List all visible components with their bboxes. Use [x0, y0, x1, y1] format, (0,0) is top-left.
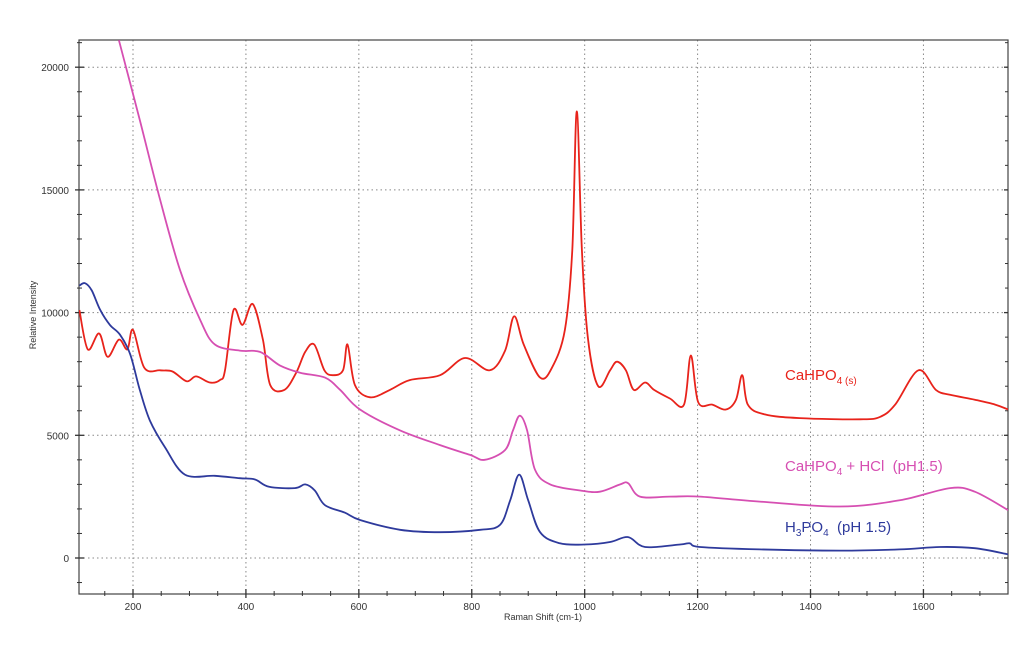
series-line	[79, 110, 1008, 421]
axes: 200 400 600 800 1000 1200 1400 1600 0 5000 10000 15…	[41, 39, 1009, 613]
legend-cahpo4-solid: CaHPO4 (s)	[785, 367, 857, 387]
series-line	[118, 40, 1008, 511]
series-line	[79, 282, 1008, 556]
y-tick-label: 15000	[41, 186, 69, 197]
x-tick-label: 400	[238, 602, 255, 613]
legend-h3po4: H3PO4 (pH 1.5)	[785, 519, 891, 539]
legend-cahpo4-hcl: CaHPO4 + HCl (pH1.5)	[785, 458, 943, 478]
x-tick-label: 1000	[574, 602, 597, 613]
x-tick-label: 600	[350, 602, 367, 613]
grid-lines	[79, 40, 1008, 594]
y-tick-label: 20000	[41, 63, 69, 74]
plot-frame	[78, 39, 1009, 595]
x-axis-title: Raman Shift (cm-1)	[504, 612, 582, 622]
x-tick-label: 200	[125, 602, 142, 613]
y-tick-label: 5000	[47, 431, 70, 442]
x-tick-label: 1400	[799, 602, 822, 613]
x-tick-label: 800	[463, 602, 480, 613]
x-tick-label: 1600	[912, 602, 935, 613]
y-tick-label: 0	[63, 554, 69, 565]
x-tick-label: 1200	[686, 602, 709, 613]
y-axis-title: Relative Intensity	[28, 280, 38, 349]
y-tick-label: 10000	[41, 309, 69, 320]
data-series	[79, 40, 1008, 556]
